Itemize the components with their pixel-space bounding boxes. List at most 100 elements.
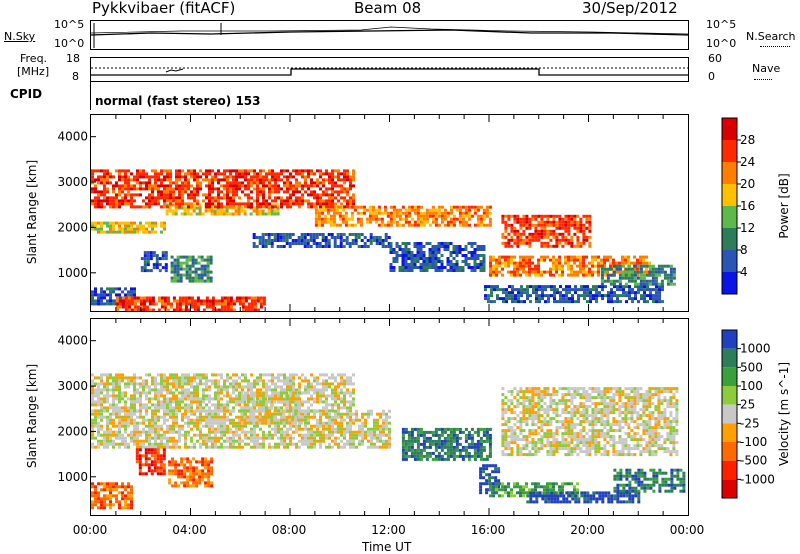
power-cell xyxy=(558,258,561,262)
power-cell xyxy=(543,270,546,274)
power-cell xyxy=(280,172,283,176)
power-cell xyxy=(121,305,125,309)
velocity-cell xyxy=(193,418,196,422)
velocity-cell xyxy=(220,388,223,392)
power-cell xyxy=(639,282,643,286)
power-cell xyxy=(371,214,375,218)
power-cell xyxy=(190,205,193,209)
power-cell xyxy=(252,233,256,236)
velocity-cell xyxy=(349,412,352,416)
power-cell xyxy=(152,263,156,267)
velocity-cell xyxy=(157,394,160,398)
velocity-cell xyxy=(109,406,112,410)
power-cell xyxy=(171,212,175,216)
velocity-cell xyxy=(130,421,133,425)
velocity-cell xyxy=(205,412,208,416)
power-cell xyxy=(570,217,574,221)
velocity-cell xyxy=(337,385,340,389)
power-cell xyxy=(316,178,319,182)
power-cell xyxy=(642,282,646,286)
velocity-cell xyxy=(172,382,175,386)
velocity-cell xyxy=(166,412,169,416)
velocity-cell xyxy=(190,391,193,395)
power-cell xyxy=(537,270,540,274)
power-cell xyxy=(537,261,540,265)
power-cell xyxy=(325,178,328,182)
velocity-cell xyxy=(157,409,160,413)
power-cell xyxy=(160,205,163,209)
velocity-cell xyxy=(118,409,121,413)
power-cell xyxy=(517,300,520,304)
velocity-cell xyxy=(151,418,154,422)
power-cell xyxy=(145,187,148,191)
velocity-cell xyxy=(313,436,316,440)
power-cell xyxy=(525,214,529,218)
velocity-cell xyxy=(154,391,157,395)
power-cell xyxy=(280,202,283,206)
velocity-cell xyxy=(106,388,109,392)
power-cell xyxy=(389,223,393,227)
power-cell xyxy=(577,294,580,298)
velocity-cell xyxy=(181,415,184,419)
power-cell xyxy=(546,223,550,227)
velocity-cell xyxy=(259,376,262,380)
velocity-cell xyxy=(118,394,121,398)
velocity-cell xyxy=(124,403,127,407)
velocity-cell xyxy=(184,439,187,443)
power-cell xyxy=(525,261,528,265)
velocity-cell xyxy=(232,397,235,401)
power-cell xyxy=(130,290,133,294)
velocity-cell xyxy=(256,439,259,443)
power-cell xyxy=(401,223,405,227)
velocity-cell xyxy=(265,409,268,413)
velocity-cell xyxy=(154,394,157,398)
power-cell xyxy=(585,226,589,230)
power-cell xyxy=(657,282,661,286)
velocity-cell xyxy=(328,445,331,449)
power-cell xyxy=(166,199,169,203)
power-cell xyxy=(142,305,146,309)
power-cell xyxy=(321,245,325,248)
power-cell xyxy=(181,190,184,194)
power-cell xyxy=(549,270,552,274)
velocity-cell xyxy=(283,433,286,437)
velocity-cell xyxy=(265,388,268,392)
power-cell xyxy=(657,273,661,277)
power-cell xyxy=(190,172,193,176)
power-cell xyxy=(437,248,441,251)
power-cell xyxy=(209,255,213,259)
power-cell xyxy=(283,181,286,185)
power-cell xyxy=(163,299,167,303)
power-cell xyxy=(537,273,540,277)
power-cell xyxy=(310,181,313,185)
velocity-cell xyxy=(181,373,184,377)
power-cell xyxy=(455,263,459,266)
velocity-cell xyxy=(274,406,277,410)
velocity-cell xyxy=(244,376,247,380)
velocity-cell xyxy=(355,430,358,434)
power-cell xyxy=(455,205,459,209)
velocity-cell xyxy=(202,391,205,395)
velocity-cell xyxy=(172,379,175,383)
velocity-cell xyxy=(172,418,175,422)
power-cell xyxy=(238,181,241,185)
velocity-cell xyxy=(259,373,262,377)
power-cell xyxy=(401,248,405,251)
velocity-cell xyxy=(106,406,109,410)
power-cell xyxy=(298,196,301,200)
velocity-cell xyxy=(112,439,115,443)
velocity-cell xyxy=(166,382,169,386)
velocity-cell xyxy=(331,403,334,407)
power-cell xyxy=(615,267,619,271)
power-cell xyxy=(516,270,519,274)
power-cell xyxy=(492,258,495,262)
power-cell xyxy=(103,190,106,194)
power-cell xyxy=(369,242,373,245)
power-cell xyxy=(226,196,229,200)
power-cell xyxy=(504,229,508,233)
velocity-cell xyxy=(139,397,142,401)
power-cell xyxy=(165,203,169,207)
power-cell xyxy=(250,190,253,194)
power-cell xyxy=(631,297,634,301)
